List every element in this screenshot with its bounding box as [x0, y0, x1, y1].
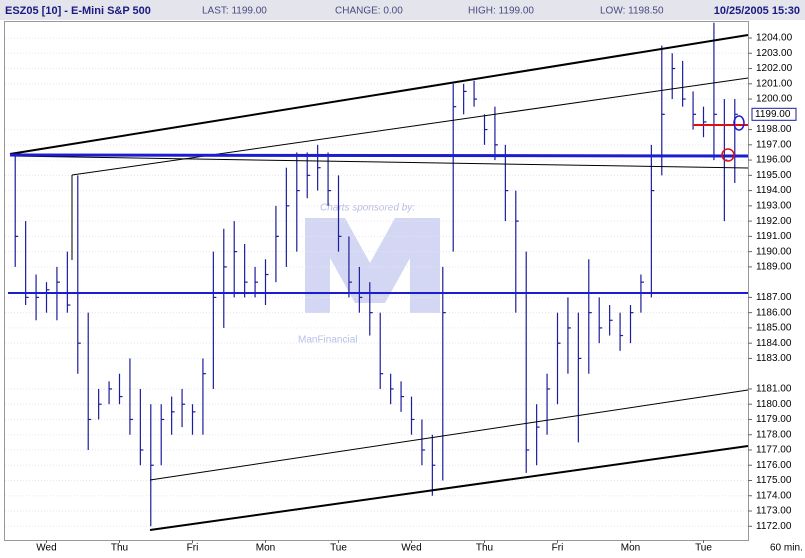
y-tick-label: 1193.00 — [756, 200, 792, 211]
y-tick-label: 1186.00 — [756, 307, 792, 318]
watermark: Charts sponsored by: ManFinancial — [298, 203, 440, 346]
x-tick-label: Mon — [256, 543, 275, 554]
y-tick-label: 1177.00 — [756, 445, 792, 456]
y-tick-label: 1174.00 — [756, 490, 792, 501]
y-tick-label: 1192.00 — [756, 216, 792, 227]
y-tick-label: 1176.00 — [756, 460, 792, 471]
y-tick-label: 1187.00 — [756, 292, 792, 303]
info-change: CHANGE: 0.00 — [335, 6, 403, 17]
y-tick-label: 1184.00 — [756, 338, 792, 349]
y-tick-label: 1191.00 — [756, 231, 792, 242]
y-tick-label: 1181.00 — [756, 384, 792, 395]
trend-line — [9, 34, 749, 155]
red-circle — [721, 148, 735, 162]
timestamp: 10/25/2005 15:30 — [714, 5, 800, 17]
y-tick-label: 1185.00 — [756, 323, 792, 334]
last-price-box — [751, 107, 797, 121]
x-tick-label: Wed — [36, 543, 56, 554]
x-tick-label: Thu — [111, 543, 128, 554]
x-tick-label: Tue — [695, 543, 712, 554]
last-price-label: 1199.00 — [755, 109, 791, 120]
y-tick-label: 1178.00 — [756, 429, 792, 440]
x-tick-label: Tue — [330, 543, 347, 554]
x-tick-label: Mon — [621, 543, 640, 554]
drawings — [8, 34, 749, 531]
trend-line — [149, 389, 749, 481]
x-tick-label: Wed — [401, 543, 421, 554]
y-tick-label: 1196.00 — [756, 155, 792, 166]
plot-frame — [4, 21, 749, 541]
y-tick-label: 1202.00 — [756, 63, 793, 74]
y-tick-label: 1204.00 — [756, 33, 793, 44]
y-tick-label: 1203.00 — [756, 48, 793, 59]
horizontal-line — [9, 153, 749, 158]
x-tick-label: Thu — [476, 543, 493, 554]
trend-line — [149, 445, 749, 531]
watermark-brand: ManFinancial — [298, 335, 357, 346]
x-tick-label: Fri — [552, 543, 564, 554]
y-tick-label: 1201.00 — [756, 78, 793, 89]
y-tick-label: 1197.00 — [756, 139, 792, 150]
y-tick-label: 1173.00 — [756, 506, 792, 517]
y-tick-label: 1180.00 — [756, 399, 792, 410]
y-tick-label: 1172.00 — [756, 521, 792, 532]
blue-ellipse — [733, 115, 745, 131]
y-tick-label: 1183.00 — [756, 353, 792, 364]
y-tick-label: 1189.00 — [756, 262, 792, 273]
y-tick-label: 1200.00 — [756, 94, 793, 105]
watermark-text: Charts sponsored by: — [320, 203, 415, 214]
watermark-logo — [305, 218, 440, 313]
y-tick-label: 1179.00 — [756, 414, 792, 425]
y-tick-label: 1175.00 — [756, 475, 792, 486]
y-tick-label: 1194.00 — [756, 185, 792, 196]
x-tick-label: Fri — [187, 543, 199, 554]
header-bar — [0, 0, 805, 20]
y-tick-label: 1198.00 — [756, 124, 792, 135]
info-high: HIGH: 1199.00 — [468, 6, 534, 17]
trend-line — [9, 155, 749, 169]
chart-title: ESZ05 [10] - E-Mini S&P 500 — [5, 5, 151, 17]
info-last: LAST: 1199.00 — [202, 6, 267, 17]
y-tick-label: 1190.00 — [756, 246, 792, 257]
interval-label: 60 min. — [770, 543, 803, 554]
y-tick-label: 1195.00 — [756, 170, 792, 181]
info-low: LOW: 1198.50 — [600, 6, 664, 17]
